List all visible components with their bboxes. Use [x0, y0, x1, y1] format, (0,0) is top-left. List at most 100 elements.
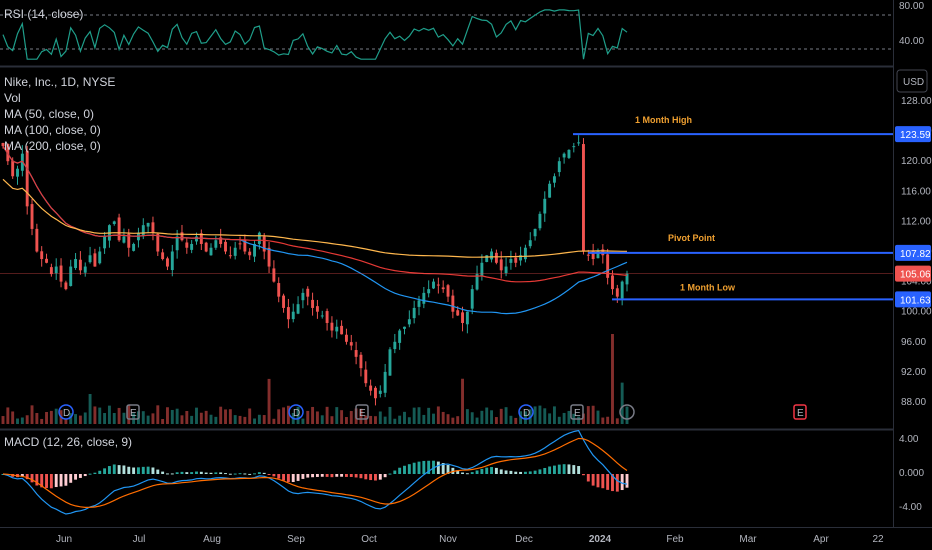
volume-bar	[175, 408, 179, 424]
time-tick: Nov	[439, 534, 457, 545]
macd-bar	[601, 474, 605, 489]
candle-body	[620, 281, 624, 299]
indicator-ma100[interactable]: MA (100, close, 0)	[4, 123, 101, 137]
macd-bar	[136, 467, 140, 474]
dividend-marker	[288, 404, 304, 420]
macd-bar	[25, 474, 29, 480]
candle-body	[567, 149, 571, 158]
volume-bar	[11, 411, 15, 424]
macd-bar	[49, 474, 53, 489]
candle-body	[494, 252, 498, 263]
macd-bar	[422, 460, 426, 474]
volume-bar	[480, 410, 484, 424]
candle-body	[272, 268, 276, 282]
price-tick: 116.00	[901, 186, 931, 197]
volume-bar	[504, 407, 508, 424]
candle-body	[233, 247, 237, 256]
price-tag-text: 123.59	[900, 130, 931, 141]
macd-bar	[456, 470, 460, 474]
volume-bar	[417, 407, 421, 424]
candle-body	[282, 295, 286, 308]
candle-body	[112, 221, 116, 225]
time-axis[interactable]: Jun Jul Aug Sep Oct Nov Dec 2024 Feb Mar Apr 22	[56, 534, 884, 545]
volume-bar	[388, 406, 392, 424]
macd-bar	[40, 474, 44, 488]
symbol-title: Nike, Inc., 1D, NYSE	[4, 75, 115, 89]
candle-body	[475, 274, 479, 290]
candle-body	[403, 326, 406, 329]
macd-bar	[548, 466, 552, 474]
volume-bar	[461, 378, 464, 424]
macd-bar	[552, 465, 556, 474]
volume-bar	[151, 413, 155, 424]
candle-body	[93, 253, 97, 267]
candle-body	[166, 258, 169, 267]
volume-bar	[233, 415, 237, 424]
rsi-tick-80: 80.00	[899, 1, 924, 12]
macd-bar	[378, 474, 382, 480]
macd-bar	[485, 467, 489, 474]
volume-bar	[543, 408, 547, 424]
rsi-panel[interactable]: RSI (14, close) 80.00 40.00	[0, 1, 924, 60]
split-marker	[619, 404, 635, 420]
macd-bar	[596, 474, 600, 488]
volume-bar	[40, 418, 44, 424]
candle-body	[103, 236, 107, 249]
price-axis[interactable]: 128.00124.00120.00116.00112.00108.00104.…	[901, 96, 932, 408]
candle-body	[262, 236, 266, 252]
macd-bar	[243, 473, 247, 475]
volume-bar	[301, 418, 305, 424]
volume-bar	[582, 413, 585, 424]
macd-bar	[132, 467, 136, 474]
candle-body	[499, 259, 503, 271]
candle-body	[514, 257, 518, 263]
candle-body	[393, 341, 397, 350]
currency-button[interactable]: USD	[896, 69, 928, 93]
volume-bar	[499, 408, 503, 424]
macd-bar	[417, 461, 421, 474]
volume-bar	[214, 416, 218, 424]
volume-bar	[170, 409, 174, 424]
volume-bar	[117, 407, 121, 424]
volume-bar	[451, 417, 455, 424]
candle-body	[349, 342, 353, 346]
price-tag-text: 107.82	[900, 249, 931, 260]
macd-panel[interactable]: MACD (12, 26, close, 9) 4.00 0.000 -4.00	[1, 429, 925, 515]
candle-body	[209, 247, 213, 256]
price-panel[interactable]: 1 Month High Pivot Point 1 Month Low D E D E D…	[0, 69, 932, 424]
candle-body	[320, 315, 324, 317]
candle-body	[253, 243, 256, 257]
volume-bar	[446, 414, 450, 424]
volume-bar	[625, 406, 629, 424]
indicator-vol[interactable]: Vol	[4, 91, 21, 105]
candle-body	[509, 259, 513, 263]
price-tag-text: 101.63	[900, 295, 931, 306]
macd-histogram	[1, 460, 629, 492]
indicator-ma50[interactable]: MA (50, close, 0)	[4, 107, 94, 121]
macd-bar	[175, 472, 179, 474]
candle-body	[141, 225, 145, 236]
dividend-marker	[58, 404, 74, 420]
macd-bar	[398, 467, 402, 474]
candle-body	[562, 153, 566, 158]
ma-200-line	[2, 178, 627, 258]
rsi-tick-40: 40.00	[899, 36, 924, 47]
volume-bar	[195, 407, 198, 424]
macd-bar	[436, 461, 440, 474]
candle-body	[45, 258, 48, 263]
candle-body	[485, 255, 489, 262]
price-tag	[895, 291, 931, 308]
price-tags: 123.59 107.82 101.63 105.06	[895, 126, 931, 308]
event-letter: E	[797, 408, 804, 419]
volume-bar	[127, 405, 131, 424]
macd-bar	[523, 471, 527, 474]
macd-bar	[282, 474, 286, 481]
macd-bar	[465, 473, 469, 475]
indicator-ma200[interactable]: MA (200, close, 0)	[4, 139, 101, 153]
macd-bar	[296, 474, 300, 481]
candle-body	[69, 266, 73, 286]
price-tag	[895, 126, 931, 143]
volume-bar	[383, 416, 387, 424]
macd-bar	[59, 474, 63, 487]
